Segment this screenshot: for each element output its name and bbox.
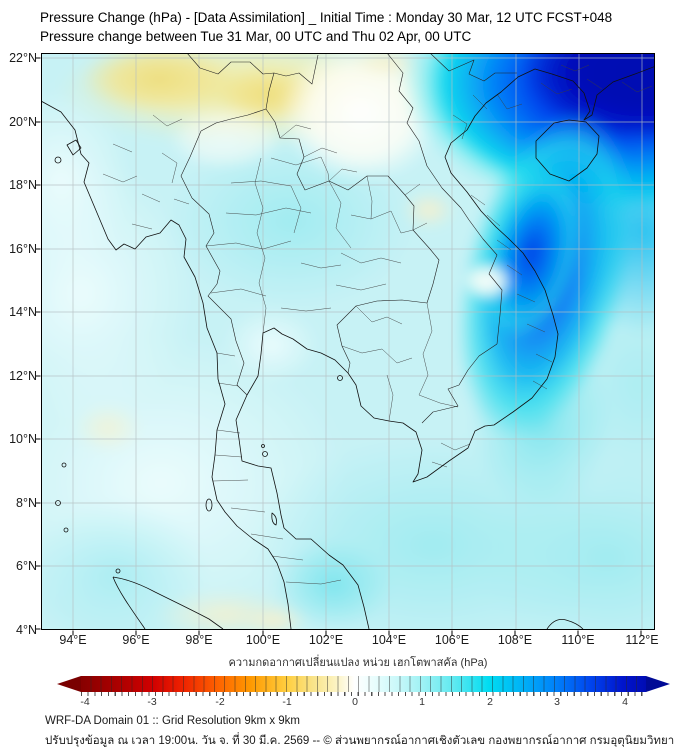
lat-label-6n: 6°N bbox=[16, 559, 37, 573]
colorbar-tick-neg1: -1 bbox=[282, 696, 292, 708]
page-title: Pressure Change (hPa) - [Data Assimilati… bbox=[40, 10, 613, 25]
lat-label-22n: 22°N bbox=[9, 51, 37, 65]
lon-label-106e: 106°E bbox=[434, 633, 470, 647]
colorbar-tick-neg4: -4 bbox=[80, 696, 90, 708]
colorbar-tick-neg3: -3 bbox=[147, 696, 157, 708]
colorbar-tick-0: 0 bbox=[352, 696, 358, 708]
coastlines bbox=[40, 65, 657, 630]
lon-label-112e: 112°E bbox=[625, 633, 659, 647]
lon-label-98e: 98°E bbox=[185, 633, 213, 647]
colorbar-tick-neg2: -2 bbox=[215, 696, 225, 708]
lat-label-12n: 12°N bbox=[9, 369, 37, 383]
lat-label-20n: 20°N bbox=[9, 115, 37, 129]
page-subtitle: Pressure change between Tue 31 Mar, 00 U… bbox=[40, 29, 472, 44]
lon-label-102e: 102°E bbox=[308, 633, 344, 647]
lon-label-108e: 108°E bbox=[497, 633, 533, 647]
lon-label-110e: 110°E bbox=[561, 633, 595, 647]
colorbar-label: ความกดอากาศเปลี่ยนแปลง หน่วย เฮกโตพาสคัล… bbox=[228, 657, 488, 669]
lon-label-100e: 100°E bbox=[245, 633, 281, 647]
colorbar-tick-1: 1 bbox=[419, 696, 425, 708]
footer-domain-info: WRF-DA Domain 01 :: Grid Resolution 9km … bbox=[45, 715, 300, 727]
colorbar-right-arrow bbox=[646, 676, 670, 692]
pressure-field-shading bbox=[0, 0, 676, 658]
lon-label-104e: 104°E bbox=[371, 633, 407, 647]
colorbar-tick-2: 2 bbox=[487, 696, 493, 708]
colorbar-left-arrow bbox=[57, 676, 81, 692]
colorbar-minor-ticks bbox=[81, 692, 646, 696]
colorbar-tick-4: 4 bbox=[622, 696, 628, 708]
lat-label-18n: 18°N bbox=[9, 178, 37, 192]
graticule-gridlines bbox=[41, 53, 655, 630]
lat-label-14n: 14°N bbox=[9, 305, 37, 319]
colorbar-gradient bbox=[81, 676, 646, 692]
country-borders bbox=[180, 52, 517, 424]
province-boundaries bbox=[102, 64, 653, 585]
pressure-change-map bbox=[0, 0, 676, 658]
lat-label-16n: 16°N bbox=[9, 242, 37, 256]
footer-update-info: ปรับปรุงข้อมูล ณ เวลา 19:00น. วัน จ. ที่… bbox=[45, 735, 675, 747]
colorbar-tick-3: 3 bbox=[554, 696, 560, 708]
lat-label-8n: 8°N bbox=[16, 496, 37, 510]
lat-label-10n: 10°N bbox=[9, 432, 37, 446]
map-border bbox=[41, 53, 655, 630]
lon-label-96e: 96°E bbox=[122, 633, 150, 647]
lat-label-4n: 4°N bbox=[16, 623, 37, 637]
lon-label-94e: 94°E bbox=[59, 633, 87, 647]
map-plot-area bbox=[0, 0, 676, 658]
